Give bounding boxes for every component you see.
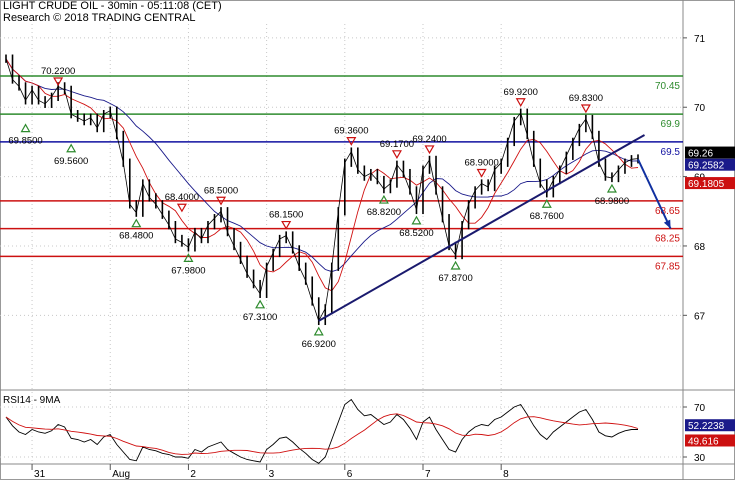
pivot-high-label: 68.1500 bbox=[269, 210, 303, 221]
pivot-low-marker bbox=[411, 215, 422, 225]
rsi-axis-badge-text: 52.2238 bbox=[688, 421, 725, 432]
rsi-axis-badge bbox=[685, 434, 735, 447]
time-tick-label: Aug bbox=[112, 469, 130, 480]
pivot-high-marker bbox=[476, 168, 487, 178]
pivot-low-marker bbox=[66, 143, 77, 153]
level-label: 69.5 bbox=[661, 147, 681, 158]
pivot-low-label: 67.9800 bbox=[171, 265, 205, 276]
level-label: 69.9 bbox=[661, 119, 681, 130]
time-tick-label: 2 bbox=[190, 469, 196, 480]
pivot-low-label: 66.9200 bbox=[302, 339, 336, 350]
pivot-low-label: 69.8500 bbox=[8, 136, 42, 147]
pivot-high-label: 68.4000 bbox=[165, 192, 199, 203]
pivot-low-label: 68.4800 bbox=[119, 231, 153, 242]
time-tick-label: 6 bbox=[347, 469, 353, 480]
price-tick-label: 67 bbox=[694, 311, 706, 322]
price-tick-label: 70 bbox=[694, 103, 706, 114]
pivot-high-marker bbox=[176, 203, 187, 213]
chart-source: Research © 2018 TRADING CENTRAL bbox=[3, 12, 196, 24]
pivot-low-marker bbox=[183, 253, 194, 262]
ma-fast-line bbox=[5, 58, 639, 292]
pivot-high-marker bbox=[424, 145, 435, 155]
ma-slow-line bbox=[5, 58, 639, 273]
price-close-line bbox=[5, 58, 639, 322]
pivot-low-marker bbox=[20, 123, 31, 133]
price-axis-badge-text: 69.26 bbox=[688, 149, 713, 160]
pivot-low-marker bbox=[541, 199, 552, 208]
pivot-high-label: 69.1700 bbox=[380, 139, 414, 150]
rsi-axis-badge-text: 49.616 bbox=[688, 436, 719, 447]
chart-title: LIGHT CRUDE OIL - 30min - 05:11:08 (CET) bbox=[3, 0, 222, 12]
pivot-low-label: 68.5200 bbox=[399, 228, 433, 239]
price-axis-badge bbox=[685, 158, 735, 171]
pivot-high-label: 69.3600 bbox=[334, 126, 368, 137]
support-trendline bbox=[318, 134, 646, 322]
pivot-high-marker bbox=[391, 150, 402, 160]
pivot-low-marker bbox=[313, 326, 324, 336]
forecast-arrow-shaft bbox=[637, 158, 672, 230]
level-label: 67.85 bbox=[655, 261, 680, 272]
price-axis-badge bbox=[685, 146, 735, 159]
pivot-high-label: 69.8300 bbox=[569, 93, 603, 104]
level-label: 68.25 bbox=[655, 234, 680, 245]
pivot-low-marker bbox=[131, 218, 142, 228]
time-tick-label: 8 bbox=[503, 469, 509, 480]
pivot-high-marker bbox=[53, 77, 64, 87]
pivot-high-marker bbox=[281, 220, 292, 230]
level-label: 68.65 bbox=[655, 206, 680, 217]
pivot-low-marker bbox=[378, 194, 389, 204]
pivot-high-label: 68.9000 bbox=[464, 158, 498, 169]
pivot-high-marker bbox=[215, 196, 227, 206]
pivot-high-label: 70.2200 bbox=[41, 66, 75, 77]
price-axis-badge-text: 69.2582 bbox=[688, 161, 725, 172]
price-tick-label: 68 bbox=[694, 242, 706, 253]
rsi-line bbox=[5, 398, 638, 464]
price-axis-badge-text: 69.1805 bbox=[688, 179, 725, 190]
pivot-high-label: 68.5000 bbox=[204, 185, 238, 196]
pivot-high-marker bbox=[580, 104, 591, 114]
time-tick-label: 7 bbox=[425, 469, 431, 480]
pivot-high-marker bbox=[515, 98, 526, 107]
pivot-high-label: 69.9200 bbox=[504, 87, 538, 98]
pivot-low-label: 68.7600 bbox=[530, 211, 564, 222]
pivot-low-label: 67.8700 bbox=[438, 273, 472, 284]
rsi-axis-badge bbox=[685, 419, 735, 432]
pivot-low-label: 68.8200 bbox=[367, 207, 401, 218]
pivot-low-marker bbox=[606, 183, 617, 193]
pivot-high-label: 69.2400 bbox=[412, 134, 446, 145]
pivot-low-label: 67.3100 bbox=[243, 312, 277, 323]
price-axis-badge bbox=[685, 177, 735, 190]
pivot-high-marker bbox=[346, 137, 357, 146]
time-tick-label: 3 bbox=[269, 469, 275, 480]
pivot-low-label: 69.5600 bbox=[54, 156, 88, 167]
price-tick-label: 71 bbox=[694, 34, 706, 45]
level-label: 70.45 bbox=[655, 81, 680, 92]
rsi-ma-line bbox=[5, 413, 639, 455]
rsi-tick-label: 70 bbox=[694, 403, 706, 414]
pivot-low-marker bbox=[255, 299, 266, 309]
forecast-arrow-head bbox=[663, 219, 671, 229]
rsi-tick-label: 30 bbox=[694, 453, 706, 464]
pivot-low-marker bbox=[450, 260, 461, 270]
time-tick-label: 31 bbox=[34, 469, 46, 480]
rsi-title: RSI14 - 9MA bbox=[3, 395, 61, 406]
pivot-low-label: 68.9800 bbox=[595, 196, 629, 207]
